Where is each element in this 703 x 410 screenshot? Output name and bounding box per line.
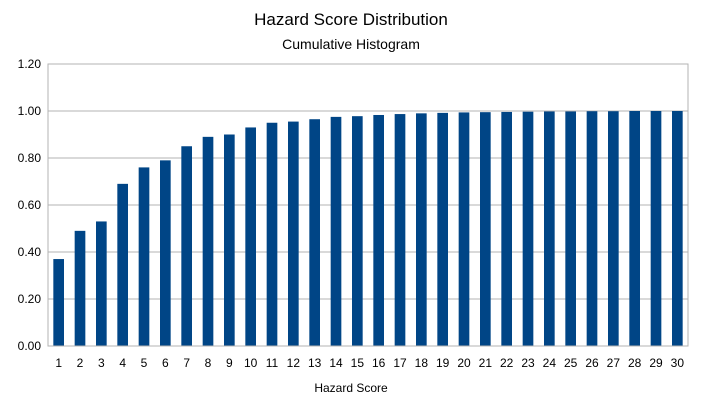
bar-30 [672,111,683,346]
x-tick-label: 18 [415,356,429,370]
bar-17 [394,114,406,346]
x-axis-tick-labels: 1 2 3 4 5 6 7 8 9 10 11 12 13 14 15 16 17 18 19 20 21 22 23 24 2… [55,356,684,370]
x-tick-label: 15 [351,356,365,370]
y-tick-label: 1.20 [18,57,42,71]
bar-25 [565,111,576,346]
bar-22 [501,111,512,346]
bar-24 [544,111,555,346]
bar-27 [608,111,619,346]
x-tick-label: 9 [226,356,233,370]
x-tick-label: 13 [308,356,322,370]
bar-6 [160,160,171,346]
bar-2 [74,230,86,346]
bar-15 [352,116,363,346]
y-tick-label: 1.00 [18,104,42,118]
x-tick-label: 23 [521,356,535,370]
x-tick-label: 10 [244,356,258,370]
bar-7 [181,146,192,346]
x-tick-label: 1 [55,356,62,370]
x-tick-label: 21 [479,356,493,370]
bar-8 [202,136,214,346]
bar-14 [330,116,342,347]
x-tick-label: 2 [77,356,84,370]
x-axis-title: Hazard Score [314,381,388,395]
bar-13 [309,119,320,346]
x-tick-label: 22 [500,356,514,370]
bar-29 [650,111,662,346]
y-tick-label: 0.60 [18,198,42,212]
x-tick-label: 3 [98,356,105,370]
chart-title: Hazard Score Distribution [254,10,448,29]
bar-5 [138,167,150,346]
bar-23 [522,111,534,347]
x-tick-label: 17 [393,356,407,370]
y-tick-label: 0.80 [18,151,42,165]
x-tick-label: 19 [436,356,450,370]
chart-subtitle: Cumulative Histogram [282,36,420,52]
x-tick-label: 20 [457,356,471,370]
bar-26 [586,111,598,346]
bar-9 [224,134,235,346]
bar-18 [416,113,427,346]
y-tick-label: 0.00 [18,339,42,353]
x-tick-label: 4 [119,356,126,370]
y-tick-label: 0.40 [18,245,42,259]
bar-12 [288,121,299,346]
x-tick-label: 16 [372,356,386,370]
bar-21 [480,112,491,346]
x-tick-label: 25 [564,356,578,370]
plot-area-frame [47,63,689,347]
x-tick-label: 12 [287,356,301,370]
y-axis-tick-labels: 0.00 0.20 0.40 0.60 0.80 1.00 1.20 [18,57,42,353]
x-tick-label: 11 [266,356,279,370]
x-tick-label: 27 [607,356,621,370]
x-tick-label: 29 [649,356,663,370]
bar-16 [373,114,384,347]
bar-28 [629,111,640,346]
bar-1 [53,259,64,346]
x-tick-label: 7 [183,356,190,370]
bar-10 [245,127,256,346]
bars [53,111,683,347]
x-tick-label: 8 [205,356,212,370]
x-tick-label: 14 [329,356,343,370]
x-tick-label: 26 [585,356,599,370]
x-tick-label: 30 [671,356,685,370]
x-tick-label: 28 [628,356,642,370]
x-tick-label: 5 [141,356,148,370]
x-tick-label: 6 [162,356,169,370]
y-tick-label: 0.20 [18,292,42,306]
bar-20 [458,112,470,346]
bar-3 [96,221,107,346]
bar-4 [117,183,128,346]
bar-11 [266,122,278,346]
x-tick-label: 24 [543,356,557,370]
bar-19 [437,112,448,346]
